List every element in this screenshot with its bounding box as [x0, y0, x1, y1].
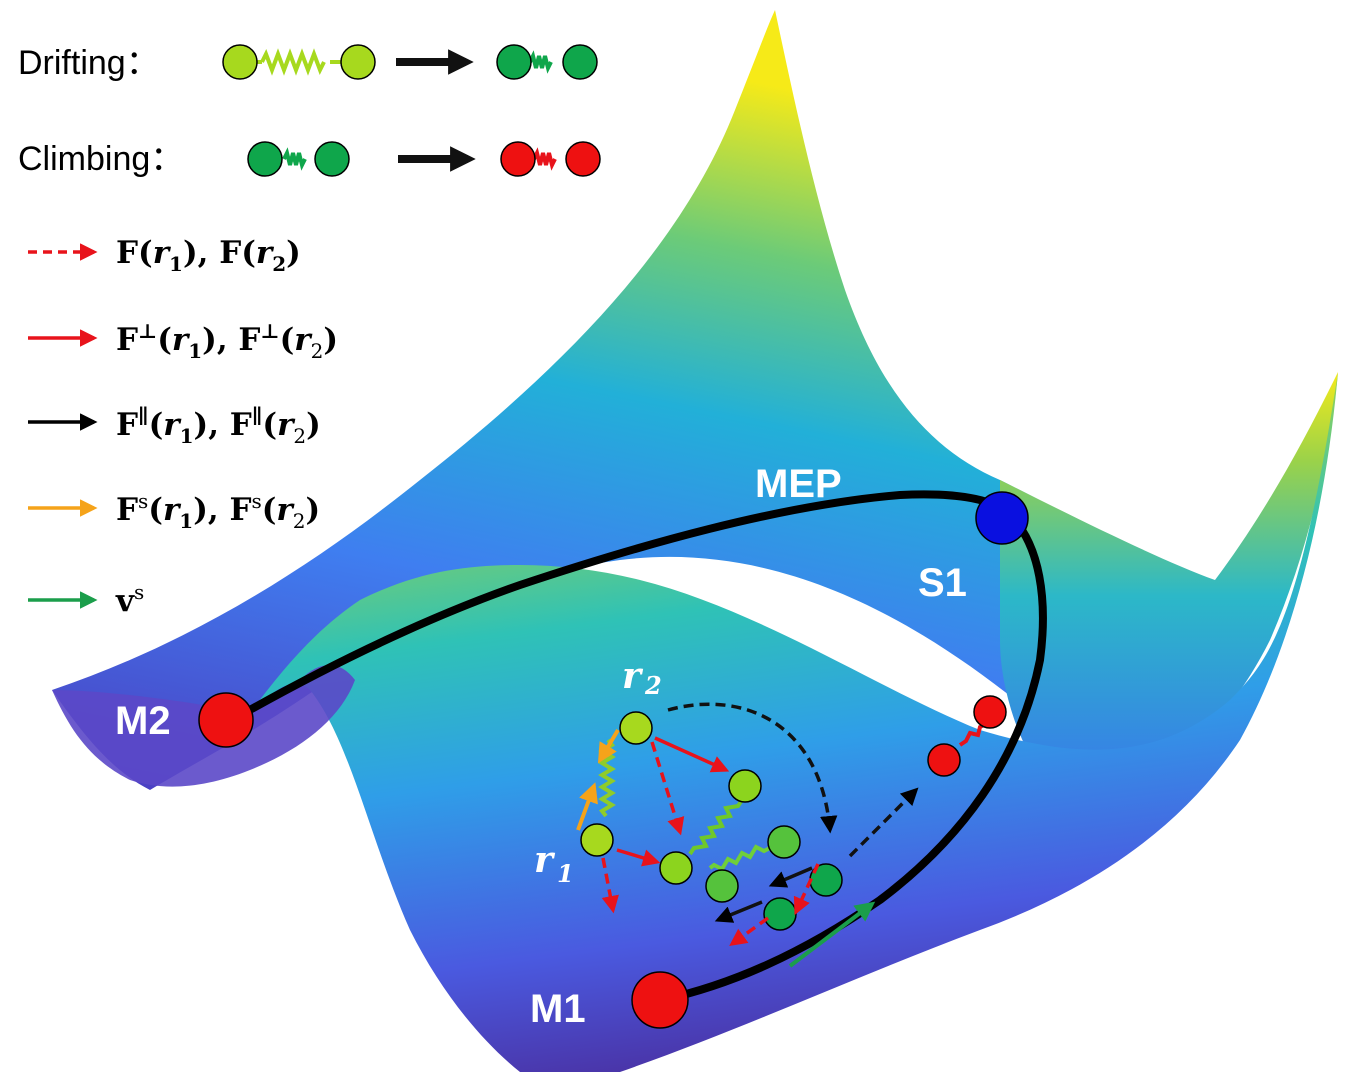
spring-force-arrow-r1: [576, 782, 598, 831]
mep-label: MEP: [755, 462, 842, 506]
legend: Drifting： Climbing： F(r1), F(r: [18, 44, 601, 619]
velocity-arrow: [788, 901, 876, 968]
drifting-icon-after: [496, 44, 598, 80]
dimer-rotated: [659, 769, 762, 885]
surface-right-wall: [1000, 372, 1338, 820]
bead-red-top: [973, 695, 1007, 729]
spring-rotated: [688, 798, 744, 856]
mep-curve-upper: [228, 490, 1014, 724]
spring-force-arrow-r2: [597, 728, 620, 764]
mep-curve-lower: [658, 511, 1047, 1004]
minimum-point-m1: [631, 971, 689, 1029]
legend-velocity-text: vs: [115, 580, 144, 619]
climbing-label: Climbing：: [18, 140, 184, 178]
energy-surface: [52, 10, 1338, 1072]
dimer-initial: [576, 711, 730, 914]
drifting-label: Drifting：: [18, 44, 160, 82]
bead-rotated-top: [728, 769, 762, 803]
spring-translating: [708, 844, 771, 872]
spring-climbing-red: [958, 723, 985, 747]
legend-spring-force-text: Fs(r1), Fs(r2): [116, 489, 320, 533]
force-arrow-climb-bottom-dashed: [729, 916, 770, 947]
drifting-icon-before: [222, 44, 376, 80]
bead-translating-top: [767, 825, 801, 859]
bead-r2: [619, 711, 653, 745]
legend-parallel-force-text: F∥(r1), F∥(r2): [116, 404, 321, 448]
minimum-point-m2: [198, 692, 254, 748]
dimer-translating: [705, 825, 801, 903]
dimer-climbing-red: [927, 695, 1007, 777]
surface-back-ridge: [52, 10, 1210, 790]
bead-climb-bottom: [763, 897, 797, 931]
force-arrow-climb-top-dashed: [793, 863, 820, 916]
climbing-icon-after: [500, 141, 601, 177]
bead-red-bottom: [927, 743, 961, 777]
surface-front-valley: [230, 372, 1338, 1072]
rotation-arrow-dashed: [667, 702, 838, 834]
bead-r1: [580, 823, 614, 857]
parallel-force-arrow-top: [768, 866, 813, 888]
perp-force-arrow-r2: [654, 736, 730, 773]
climbing-icon-before: [247, 141, 350, 177]
perp-force-arrow-r1: [616, 848, 661, 867]
bead-rotated-bottom: [659, 851, 693, 885]
mep-path: [228, 490, 1047, 1004]
legend-perp-force-text: F⊥(r1), F⊥(r2): [116, 319, 338, 363]
dimer-climbing-green: [714, 787, 919, 968]
m1-label: M1: [530, 987, 586, 1031]
bead-translating-bottom: [705, 869, 739, 903]
saddle-point-s1: [975, 491, 1029, 545]
legend-total-force-text: F(r1), F(r2): [116, 235, 301, 276]
force-arrow-r1-dashed: [601, 857, 619, 914]
parallel-force-arrow-bottom: [714, 900, 763, 923]
m2-label: M2: [115, 699, 171, 743]
s1-label: S1: [918, 561, 967, 605]
